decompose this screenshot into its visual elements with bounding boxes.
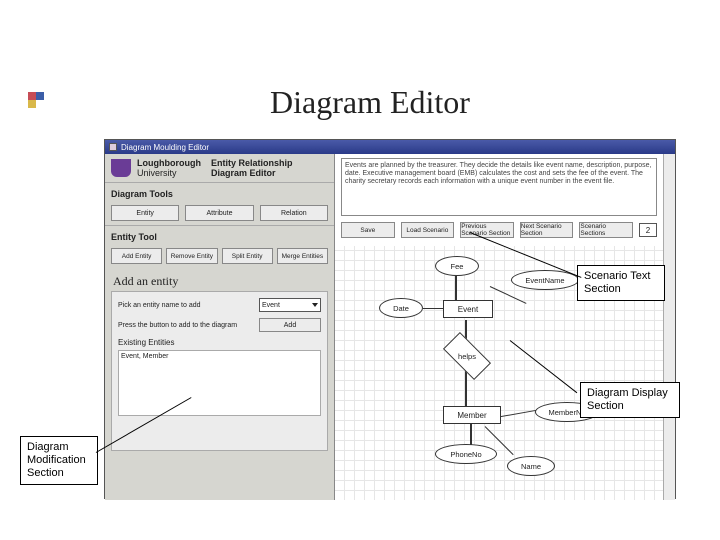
existing-entities-list[interactable]: Event, Member	[118, 350, 321, 416]
left-pane: Loughborough University Entity Relations…	[105, 154, 335, 500]
existing-label: Existing Entities	[118, 338, 321, 347]
entity-tool-head: Entity Tool	[105, 225, 334, 244]
page-number-field[interactable]: 2	[639, 223, 657, 237]
remove-entity-button[interactable]: Remove Entity	[166, 248, 217, 264]
attr-name[interactable]: Name	[507, 456, 555, 476]
attr-date[interactable]: Date	[379, 298, 423, 318]
brand-org: University	[137, 168, 177, 178]
list-item[interactable]: Event, Member	[121, 353, 318, 360]
scenario-sections-button[interactable]: Scenario Sections	[579, 222, 633, 238]
tool-attribute-button[interactable]: Attribute	[185, 205, 253, 221]
app-name-line1: Entity Relationship	[211, 158, 293, 168]
callout-display: Diagram Display Section	[580, 382, 680, 418]
load-scenario-button[interactable]: Load Scenario	[401, 222, 455, 238]
pick-label: Pick an entity name to add	[118, 302, 255, 309]
right-area: Events are planned by the treasurer. The…	[335, 154, 665, 500]
next-section-button[interactable]: Next Scenario Section	[520, 222, 574, 238]
app-icon	[109, 143, 117, 151]
tool-entity-button[interactable]: Entity	[111, 205, 179, 221]
entity-select[interactable]: Event	[259, 298, 321, 312]
attr-phoneno[interactable]: PhoneNo	[435, 444, 497, 464]
entity-select-value: Event	[262, 302, 280, 309]
vertical-scrollbar[interactable]	[663, 154, 675, 500]
callout-scenario: Scenario Text Section	[577, 265, 665, 301]
brand-block: Loughborough University Entity Relations…	[105, 154, 334, 182]
chevron-down-icon	[312, 303, 318, 307]
add-button[interactable]: Add	[259, 318, 321, 332]
tool-relation-button[interactable]: Relation	[260, 205, 328, 221]
edge	[470, 424, 472, 446]
rel-helps-label: helps	[445, 344, 489, 368]
attr-fee[interactable]: Fee	[435, 256, 479, 276]
edge	[490, 286, 527, 304]
slide-title: Diagram Editor	[270, 84, 470, 121]
entity-member[interactable]: Member	[443, 406, 501, 424]
window-titlebar[interactable]: Diagram Moulding Editor	[105, 140, 675, 154]
rel-helps[interactable]: helps	[445, 344, 489, 368]
brand-name: Loughborough	[137, 158, 201, 168]
callout-mod: Diagram Modification Section	[20, 436, 98, 485]
window-title: Diagram Moulding Editor	[121, 143, 209, 152]
save-button[interactable]: Save	[341, 222, 395, 238]
scenario-nav: Save Load Scenario Previous Scenario Sec…	[341, 222, 657, 238]
university-shield-icon	[111, 159, 131, 177]
merge-entity-button[interactable]: Merge Entities	[277, 248, 328, 264]
app-name-line2: Diagram Editor	[211, 168, 293, 178]
prev-section-button[interactable]: Previous Scenario Section	[460, 222, 514, 238]
diagram-tools-head: Diagram Tools	[105, 182, 334, 201]
entity-event[interactable]: Event	[443, 300, 493, 318]
app-window: Diagram Moulding Editor Loughborough Uni…	[104, 139, 676, 499]
slide-accent	[28, 92, 44, 108]
press-label: Press the button to add to the diagram	[118, 322, 255, 329]
add-entity-form: Pick an entity name to add Event Press t…	[111, 291, 328, 451]
split-entity-button[interactable]: Split Entity	[222, 248, 273, 264]
panel-title: Add an entity	[105, 268, 334, 291]
scenario-text[interactable]: Events are planned by the treasurer. The…	[341, 158, 657, 216]
add-entity-button[interactable]: Add Entity	[111, 248, 162, 264]
